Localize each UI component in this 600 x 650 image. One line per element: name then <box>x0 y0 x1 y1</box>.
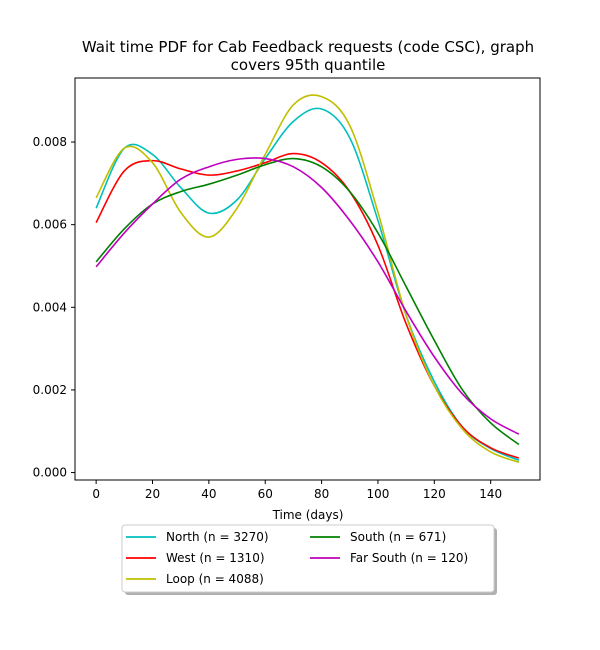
x-tick-label-4: 80 <box>314 487 329 501</box>
legend-box <box>121 524 495 593</box>
legend-label-2: Loop (n = 4088) <box>166 572 264 586</box>
legend-label-1: West (n = 1310) <box>166 551 265 565</box>
y-axis: 0.000 0.002 0.004 0.006 0.008 <box>33 135 75 480</box>
legend-label-0: North (n = 3270) <box>166 530 269 544</box>
x-tick-label-3: 60 <box>258 487 273 501</box>
x-tick-label-2: 40 <box>201 487 216 501</box>
x-tick-label-6: 120 <box>423 487 446 501</box>
x-tick-label-1: 20 <box>145 487 160 501</box>
y-tick-label-1: 0.002 <box>33 383 67 397</box>
plot-frame <box>74 77 541 481</box>
series-line-0 <box>95 107 520 461</box>
chart-title-line2: covers 95th quantile <box>231 56 386 74</box>
y-tick-label-0: 0.000 <box>33 466 67 480</box>
y-tick-label-4: 0.008 <box>33 135 67 149</box>
series-line-4 <box>95 157 520 435</box>
series-layer <box>95 94 520 463</box>
x-tick-label-0: 0 <box>92 487 100 501</box>
legend-label-4: Far South (n = 120) <box>350 551 468 565</box>
x-axis-label: Time (days) <box>272 508 344 522</box>
y-tick-label-2: 0.004 <box>33 300 67 314</box>
legend: North (n = 3270) West (n = 1310) Loop (n =… <box>121 524 497 595</box>
legend-label-3: South (n = 671) <box>350 530 446 544</box>
x-axis: 0 20 40 60 80 100 120 140 <box>92 480 502 501</box>
x-tick-label-7: 140 <box>479 487 502 501</box>
x-tick-label-5: 100 <box>367 487 390 501</box>
series-line-2 <box>95 94 520 463</box>
series-line-3 <box>95 157 520 446</box>
y-tick-label-3: 0.006 <box>33 218 67 232</box>
chart-title-line1: Wait time PDF for Cab Feedback requests … <box>82 38 534 56</box>
